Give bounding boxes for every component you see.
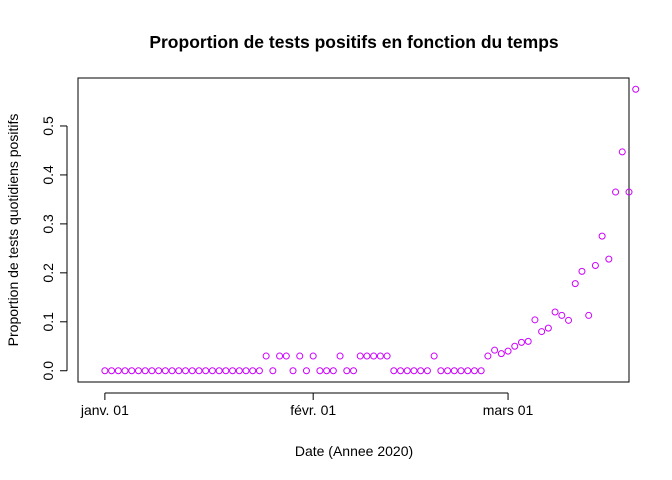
data-point: [182, 367, 190, 375]
data-point: [578, 267, 586, 275]
data-point: [457, 367, 465, 375]
data-point: [195, 367, 203, 375]
y-tick-label: 0.4: [40, 165, 56, 185]
data-point: [531, 316, 539, 324]
data-point: [208, 367, 216, 375]
data-point: [464, 367, 472, 375]
data-point: [585, 311, 593, 319]
data-point: [202, 367, 210, 375]
y-axis: 0.0 0.1 0.2 0.3 0.4 0.5: [40, 116, 68, 381]
data-point: [517, 338, 525, 346]
data-point: [370, 352, 378, 360]
data-point: [397, 367, 405, 375]
data-point: [565, 316, 573, 324]
data-point: [302, 367, 310, 375]
data-point: [376, 352, 384, 360]
data-point: [134, 367, 142, 375]
data-point: [336, 352, 344, 360]
x-axis-label: Date (Annee 2020): [295, 443, 413, 459]
data-point: [625, 188, 633, 196]
data-point: [437, 367, 445, 375]
data-point: [161, 367, 169, 375]
data-point: [121, 367, 129, 375]
data-point: [350, 367, 357, 375]
data-point: [403, 367, 411, 375]
plot-frame: [77, 77, 630, 383]
data-point: [215, 367, 223, 375]
data-point: [316, 367, 324, 375]
data-point: [296, 352, 304, 360]
data-point: [229, 367, 237, 375]
data-point: [511, 342, 519, 350]
data-point: [269, 367, 277, 375]
data-point: [383, 352, 391, 360]
data-point: [450, 367, 458, 375]
data-point: [255, 367, 263, 375]
data-point: [289, 367, 297, 375]
data-point: [598, 232, 606, 240]
data-point: [101, 367, 109, 375]
data-point: [544, 324, 552, 332]
x-tick-label: févr. 01: [290, 402, 336, 418]
data-point: [497, 350, 505, 358]
data-point: [108, 367, 116, 375]
data-point: [282, 352, 290, 360]
data-point: [632, 85, 640, 93]
data-point: [558, 311, 566, 319]
data-point: [605, 255, 613, 263]
data-point: [323, 367, 331, 375]
x-tick-label: janv. 01: [80, 402, 129, 418]
data-point: [410, 367, 418, 375]
data-point: [276, 352, 284, 360]
chart-title: Proportion de tests positifs en fonction…: [149, 32, 559, 52]
x-axis: janv. 01 févr. 01 mars 01: [80, 392, 534, 418]
data-point: [148, 367, 156, 375]
data-point: [141, 367, 149, 375]
data-points: [101, 85, 640, 375]
data-point: [430, 352, 438, 360]
data-point: [538, 328, 546, 336]
data-point: [114, 367, 122, 375]
data-point: [612, 188, 620, 196]
data-point: [168, 367, 176, 375]
data-point: [242, 367, 250, 375]
data-point: [249, 367, 257, 375]
y-tick-label: 0.5: [40, 116, 56, 136]
data-point: [504, 347, 512, 355]
data-point: [329, 367, 337, 375]
data-point: [175, 367, 183, 375]
y-tick-label: 0.1: [40, 312, 56, 332]
data-point: [524, 337, 532, 345]
data-point: [551, 308, 559, 316]
data-point: [356, 352, 364, 360]
data-point: [423, 367, 431, 375]
y-tick-label: 0.3: [40, 214, 56, 234]
data-point: [618, 148, 626, 156]
y-tick-label: 0.2: [40, 263, 56, 283]
y-axis-label: Proportion de tests quotidiens positifs: [5, 114, 21, 347]
data-point: [155, 367, 163, 375]
data-point: [222, 367, 230, 375]
data-point: [390, 367, 398, 375]
data-point: [444, 367, 452, 375]
data-point: [470, 367, 478, 375]
data-point: [591, 261, 599, 269]
data-point: [262, 352, 270, 360]
data-point: [188, 367, 196, 375]
data-point: [343, 367, 351, 375]
data-point: [491, 346, 499, 354]
data-point: [235, 367, 243, 375]
data-point: [484, 352, 492, 360]
data-point: [417, 367, 425, 375]
data-point: [363, 352, 371, 360]
x-tick-label: mars 01: [483, 402, 534, 418]
data-point: [128, 367, 136, 375]
data-point: [571, 280, 579, 288]
data-point: [477, 367, 485, 375]
y-tick-label: 0.0: [40, 361, 56, 381]
data-point: [309, 352, 317, 360]
